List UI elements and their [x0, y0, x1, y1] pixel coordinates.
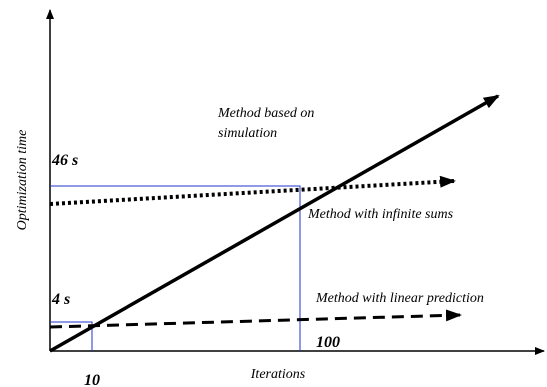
curve-label: Method with linear prediction — [315, 291, 484, 306]
marker-label: 100 — [316, 334, 340, 351]
marker-label: 10 — [84, 372, 100, 387]
curve-label: Method based on — [217, 106, 314, 121]
y-axis-label: Optimization time — [15, 130, 30, 231]
curve-label: simulation — [218, 126, 277, 141]
guide-low — [50, 321, 93, 351]
marker-label: 4 s — [51, 291, 70, 308]
guide-high — [50, 185, 301, 351]
infinite-sums-line — [49, 175, 456, 206]
marker-label: 46 s — [51, 152, 78, 169]
simulation-line — [49, 94, 500, 353]
linear-prediction-line — [49, 309, 462, 329]
x-axis-label: Iterations — [250, 367, 306, 382]
curve-label: Method with infinite sums — [307, 207, 454, 222]
